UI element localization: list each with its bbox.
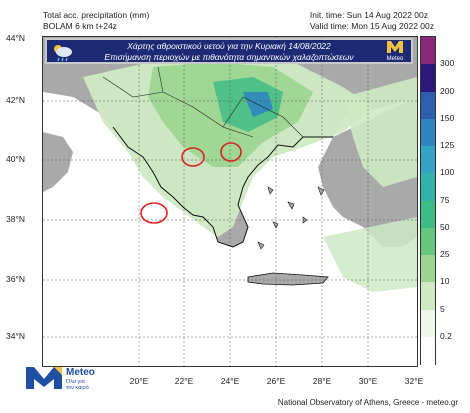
lat-label-34: 34°N — [6, 331, 25, 341]
lon-label-20: 20°E — [129, 376, 149, 386]
footer-logo-name: Meteo — [66, 367, 95, 378]
colorbar-level-label: 300 — [440, 58, 455, 69]
precip-zone-south — [323, 217, 417, 292]
lat-label-44: 44°N — [6, 33, 25, 43]
map-canvas — [43, 37, 417, 366]
title-line-2: BOLAM 6 km t+24z — [43, 21, 117, 31]
precip-zone-east — [343, 77, 417, 187]
crete-island — [247, 272, 329, 286]
lon-label-26: 26°E — [266, 376, 286, 386]
colorbar-level-label: 200 — [440, 85, 455, 96]
lat-label-40: 40°N — [6, 154, 25, 164]
lon-label-32: 32°E — [404, 376, 424, 386]
colorbar-segment — [421, 309, 435, 338]
colorbar-level-label: 5 — [440, 303, 445, 314]
colorbar-segment — [421, 37, 435, 65]
meteo-m-logo-icon — [26, 367, 62, 389]
lat-label-38: 38°N — [6, 214, 25, 224]
title-line-1: Total acc. precipitation (mm) — [43, 10, 150, 20]
banner-subtitle: Επισήμανση περιοχών με πιθανότητα σημαντ… — [104, 52, 354, 62]
colorbar-level-label: 25 — [440, 249, 450, 259]
time-info: Init. time: Sun 14 Aug 2022 00z Valid ti… — [310, 10, 434, 32]
colorbar-segment — [421, 146, 435, 174]
footer-logo-sub: Όλα για τον καιρό — [66, 379, 89, 391]
colorbar-segment — [421, 91, 435, 120]
coastline — [112, 126, 333, 248]
precipitation-map: Χάρτης αθροιστικού υετού για την Κυριακή… — [42, 36, 418, 367]
italy-landmass — [43, 132, 73, 192]
map-title: Total acc. precipitation (mm) BOLAM 6 km… — [43, 10, 149, 32]
credit-text: National Observatory of Athens, Greece -… — [277, 398, 458, 407]
banner-logo-text: Meteo — [386, 56, 404, 62]
lat-label-42: 42°N — [6, 95, 25, 105]
footer-logo-sub-2: τον καιρό — [66, 385, 89, 391]
hail-marker-chalkidiki — [220, 142, 242, 162]
colorbar-segment — [421, 200, 435, 229]
colorbar-level-label: 50 — [440, 221, 450, 232]
meteo-logo: Meteo — [382, 41, 408, 63]
aegean-islands — [257, 186, 325, 250]
lon-label-22: 22°E — [174, 376, 194, 386]
init-time: Init. time: Sun 14 Aug 2022 00z — [309, 10, 429, 20]
colorbar-segment — [421, 255, 435, 283]
colorbar-segment — [421, 227, 435, 256]
lat-lon-grid — [43, 37, 417, 366]
colorbar-segment — [421, 118, 435, 147]
precip-colorbar — [420, 36, 436, 365]
colorbar-segment — [421, 282, 435, 310]
hail-marker-ionian — [140, 202, 168, 224]
cloud-sun-rain-icon — [54, 45, 72, 62]
lat-label-36: 36°N — [6, 274, 25, 284]
lon-label-30: 30°E — [358, 376, 378, 386]
colorbar-level-label: 125 — [440, 140, 455, 150]
lon-label-28: 28°E — [312, 376, 332, 386]
meteo-m-icon — [387, 41, 403, 53]
banner-title: Χάρτης αθροιστικού υετού για την Κυριακή… — [127, 41, 331, 51]
colorbar-level-label: 0.2 — [440, 330, 452, 341]
colorbar-level-label: 10 — [440, 276, 450, 287]
lon-label-24: 24°E — [220, 376, 240, 386]
colorbar-segment — [421, 173, 435, 201]
map-banner: Χάρτης αθροιστικού υετού για την Κυριακή… — [45, 38, 413, 64]
hail-marker-west-macedonia — [181, 147, 205, 167]
colorbar-level-label: 100 — [440, 167, 455, 178]
colorbar-level-label: 150 — [440, 112, 455, 123]
footer-logo-sub-1: Όλα για — [66, 379, 85, 385]
valid-time: Valid time: Mon 15 Aug 2022 00z — [309, 21, 434, 31]
colorbar-level-label: 75 — [440, 194, 450, 205]
border-lines — [102, 66, 304, 138]
colorbar-segment — [421, 336, 435, 365]
colorbar-segment — [421, 64, 435, 92]
meteo-footer-logo: Meteo Όλα για τον καιρό — [26, 365, 96, 391]
